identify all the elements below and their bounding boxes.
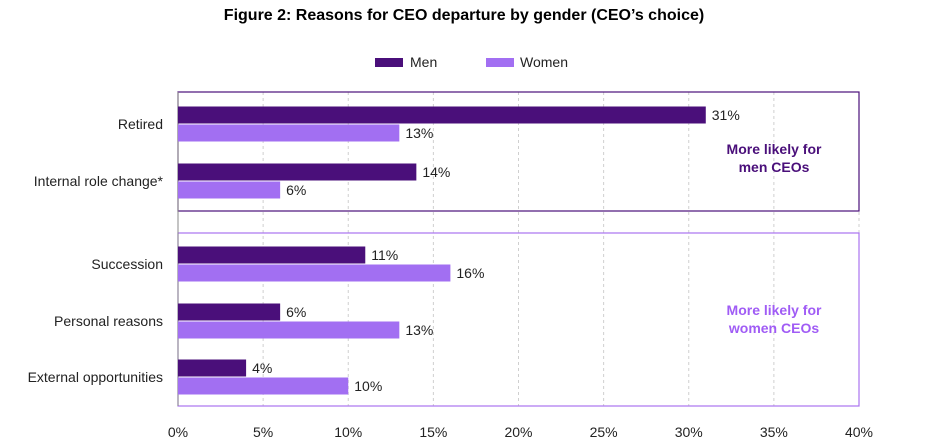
bar-women-5	[178, 377, 349, 395]
bar-women-3	[178, 264, 451, 282]
bar-men-4	[178, 303, 281, 321]
data-label-women-2: 6%	[286, 182, 306, 198]
category-labels: Retired Internal role change* Succession Pe…	[28, 116, 164, 385]
legend-swatch-women	[486, 58, 514, 67]
bar-men-3	[178, 246, 366, 264]
x-tick-label-40: 40%	[845, 424, 873, 440]
x-axis-ticks: 0% 5% 10% 15% 20% 25% 30% 35% 40%	[168, 424, 873, 440]
legend-label-men: Men	[410, 54, 437, 70]
bar-women-1	[178, 124, 400, 142]
data-label-men-1: 31%	[712, 107, 740, 123]
category-label-5: External opportunities	[28, 369, 163, 385]
data-label-men-4: 6%	[286, 304, 306, 320]
bar-men-5	[178, 359, 247, 377]
bars: 31% 13% 14% 6% 11% 16% 6% 13% 4% 10%	[178, 106, 740, 395]
data-label-women-5: 10%	[354, 378, 382, 394]
x-tick-label-5: 5%	[253, 424, 273, 440]
bar-men-1	[178, 106, 706, 124]
group-note-women-line-2: women CEOs	[728, 320, 819, 336]
group-note-men-line-1: More likely for	[727, 141, 822, 157]
bar-women-2	[178, 181, 281, 199]
x-tick-label-0: 0%	[168, 424, 188, 440]
data-label-men-5: 4%	[252, 360, 272, 376]
data-label-women-4: 13%	[405, 322, 433, 338]
group-note-men-line-2: men CEOs	[739, 159, 810, 175]
data-label-men-3: 11%	[371, 247, 398, 263]
bar-women-4	[178, 321, 400, 339]
data-label-women-3: 16%	[456, 265, 484, 281]
data-label-men-2: 14%	[422, 164, 450, 180]
category-label-3: Succession	[91, 256, 163, 272]
x-tick-label-10: 10%	[334, 424, 362, 440]
x-tick-label-15: 15%	[419, 424, 447, 440]
chart-title: Figure 2: Reasons for CEO departure by g…	[224, 7, 704, 24]
legend-swatch-men	[375, 58, 403, 67]
category-label-1: Retired	[118, 116, 163, 132]
category-label-2: Internal role change*	[34, 173, 164, 189]
bar-men-2	[178, 163, 417, 181]
legend-label-women: Women	[520, 54, 568, 70]
group-note-women-line-1: More likely for	[727, 302, 822, 318]
category-label-4: Personal reasons	[54, 313, 163, 329]
x-tick-label-20: 20%	[504, 424, 532, 440]
legend: Men Women	[375, 54, 568, 70]
x-tick-label-35: 35%	[760, 424, 788, 440]
x-tick-label-25: 25%	[590, 424, 618, 440]
x-tick-label-30: 30%	[675, 424, 703, 440]
data-label-women-1: 13%	[405, 125, 433, 141]
